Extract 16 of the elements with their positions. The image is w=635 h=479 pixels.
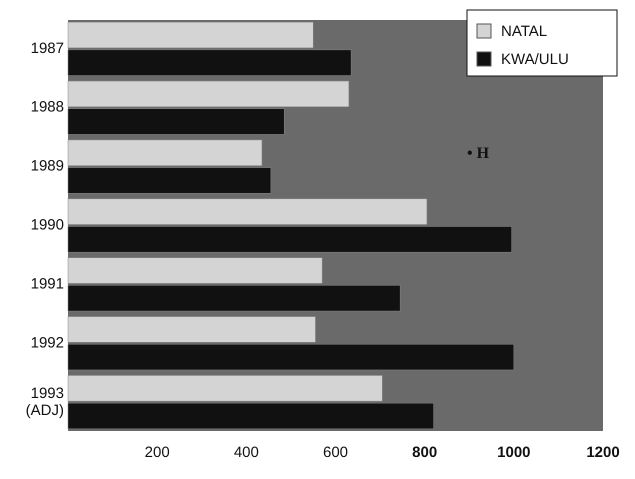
legend-label: NATAL xyxy=(501,23,548,40)
annotation: • H xyxy=(467,145,490,162)
y-tick-label: 1987 xyxy=(30,40,64,57)
legend-label: KWA/ULU xyxy=(501,51,569,68)
y-tick-label: 1993 (ADJ) xyxy=(26,385,64,420)
y-tick-label: 1992 xyxy=(30,334,64,352)
y-tick-label: 1988 xyxy=(30,98,64,116)
x-tick-label: 1200 xyxy=(586,444,620,461)
x-tick-label: 1000 xyxy=(497,444,531,461)
y-tick-label: 1991 xyxy=(30,275,64,292)
x-tick-label: 400 xyxy=(234,444,259,461)
x-tick-label: 600 xyxy=(322,444,348,461)
y-tick-label: 1990 xyxy=(30,216,64,234)
y-tick-label: 1989 xyxy=(30,158,64,175)
x-tick-label: 200 xyxy=(144,444,170,461)
x-tick-label: 800 xyxy=(412,444,438,461)
